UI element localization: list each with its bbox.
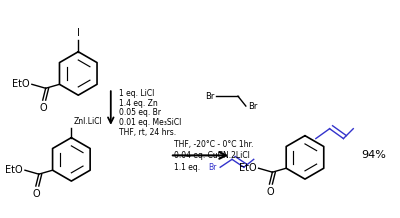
Text: Br: Br [248, 102, 257, 111]
Text: 94%: 94% [362, 150, 386, 160]
Text: 0.05 eq. Br: 0.05 eq. Br [119, 108, 161, 118]
Text: 1.1 eq.: 1.1 eq. [174, 163, 202, 172]
Text: 1.4 eq. Zn: 1.4 eq. Zn [119, 99, 158, 107]
Text: Br: Br [208, 163, 217, 172]
Text: O: O [33, 189, 41, 199]
Text: 1 eq. LiCl: 1 eq. LiCl [119, 89, 154, 98]
Text: EtO: EtO [12, 79, 30, 89]
Text: THF, -20°C - 0°C 1hr.: THF, -20°C - 0°C 1hr. [174, 140, 253, 149]
Text: EtO: EtO [5, 165, 23, 175]
Text: EtO: EtO [239, 163, 257, 173]
Text: O: O [40, 103, 48, 113]
Text: THF, rt, 24 hrs.: THF, rt, 24 hrs. [119, 128, 176, 137]
Text: ZnI.LiCl: ZnI.LiCl [73, 117, 102, 126]
Text: O: O [267, 187, 274, 197]
Text: Br: Br [205, 92, 214, 101]
Text: I: I [77, 28, 80, 38]
Text: 0.01 eq. Me₃SiCl: 0.01 eq. Me₃SiCl [119, 118, 181, 127]
Text: 0.04 eq. CuCN.2LiCl: 0.04 eq. CuCN.2LiCl [174, 151, 250, 160]
